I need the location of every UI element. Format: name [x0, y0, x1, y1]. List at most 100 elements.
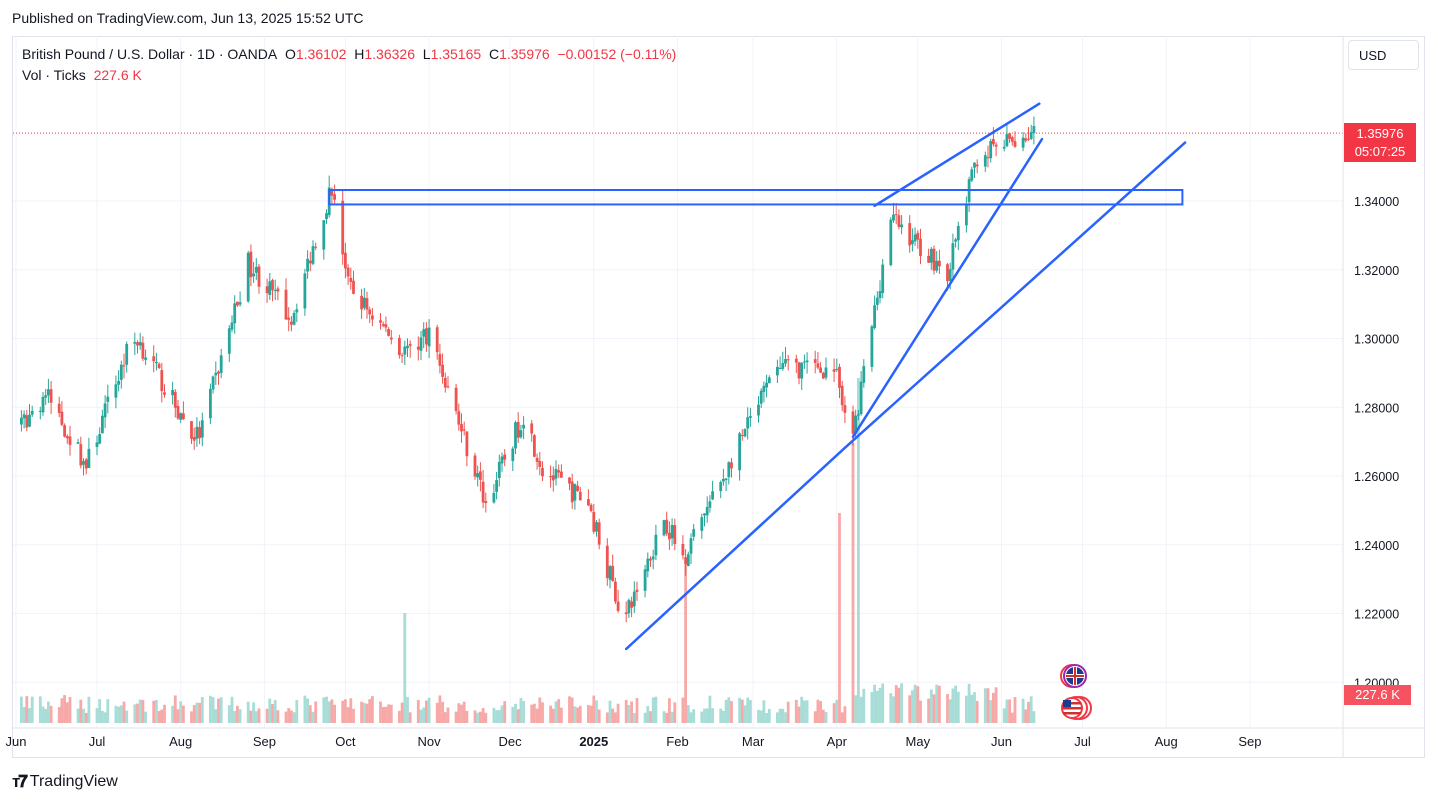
candle — [873, 295, 876, 330]
legend-ohlc-row: British Pound / U.S. Dollar · 1D · OANDA… — [22, 44, 676, 65]
volume-bar — [992, 692, 995, 723]
volume-bar — [1032, 711, 1036, 723]
volume-bar — [141, 699, 145, 723]
volume-bars — [20, 378, 1036, 723]
candle — [878, 280, 882, 304]
volume-bar — [587, 705, 590, 723]
volume-bar — [246, 701, 250, 723]
candle — [786, 354, 790, 371]
volume-bar — [422, 707, 426, 723]
volume-bar — [514, 703, 517, 723]
legend-volume-row: Vol · Ticks 227.6 K — [22, 65, 676, 86]
volume-bar — [479, 711, 482, 723]
candle — [730, 458, 733, 478]
y-tick-label: 1.22000 — [1354, 608, 1399, 622]
tradingview-logo[interactable]: ᴛ𝟕 TradingView — [12, 772, 118, 792]
candle — [570, 473, 574, 509]
candle — [824, 357, 828, 381]
volume-bar — [125, 710, 129, 723]
volume-bar — [929, 689, 933, 723]
candle — [60, 401, 64, 427]
candle — [511, 446, 515, 472]
candle — [875, 291, 879, 311]
candle — [30, 405, 34, 418]
candle — [689, 533, 693, 564]
volume-bar — [211, 697, 215, 723]
volume-bar — [87, 696, 91, 723]
candle — [44, 388, 48, 405]
trendline[interactable] — [624, 446, 847, 651]
volume-bar — [136, 703, 139, 723]
volume-label[interactable]: Vol · Ticks — [22, 67, 86, 83]
candle — [87, 437, 91, 469]
candle — [403, 340, 407, 366]
candle — [843, 396, 847, 424]
volume-bar — [897, 687, 901, 723]
candle — [970, 166, 974, 183]
support-zone[interactable] — [328, 189, 1184, 206]
candle — [624, 601, 628, 623]
volume-bar — [381, 706, 385, 723]
uk-flag-icon[interactable] — [1060, 664, 1087, 688]
volume-bar — [200, 697, 204, 723]
candle — [238, 291, 242, 307]
us-flag-icon[interactable] — [1061, 696, 1092, 720]
candle — [551, 466, 555, 492]
candle — [76, 438, 80, 444]
time-axis[interactable]: Jun Jul Aug Sep Oct Nov Dec 2025 Feb Mar Apr May Jun… — [6, 727, 1424, 749]
drawings[interactable] — [328, 102, 1187, 651]
volume-bar — [492, 707, 496, 723]
candle — [592, 503, 596, 535]
volume-bar — [257, 708, 261, 723]
volume-bar — [322, 697, 326, 723]
chart-frame — [12, 36, 1425, 758]
volume-bar — [646, 706, 650, 723]
candle — [627, 598, 631, 618]
volume-bar — [460, 704, 463, 723]
candle — [163, 384, 166, 398]
volume-bar — [951, 688, 955, 723]
candle — [503, 449, 507, 467]
volume-bar — [198, 702, 201, 723]
candle — [956, 221, 960, 251]
tradingview-logo-icon: ᴛ𝟕 — [12, 772, 28, 791]
volume-bar — [862, 688, 866, 723]
candle — [195, 417, 199, 447]
volume-bar — [273, 699, 277, 723]
x-tick-label: Jul — [89, 734, 106, 749]
candle — [821, 371, 825, 379]
volume-bar — [249, 710, 253, 723]
candle — [271, 278, 274, 302]
trendline[interactable] — [873, 102, 1041, 208]
volume-bar — [935, 684, 939, 723]
candle — [549, 465, 552, 488]
candle — [616, 589, 620, 613]
volume-bar — [573, 706, 577, 723]
symbol-title[interactable]: British Pound / U.S. Dollar · 1D · OANDA — [22, 46, 278, 62]
volume-bar — [630, 701, 633, 723]
volume-bar — [481, 708, 485, 723]
volume-bar — [303, 695, 307, 723]
candle — [114, 375, 118, 409]
volume-bar — [292, 712, 296, 723]
volume-bar — [362, 702, 366, 723]
y-tick-label: 1.34000 — [1354, 195, 1399, 209]
volume-bar — [835, 699, 839, 723]
candle — [22, 410, 26, 429]
currency-button[interactable]: USD — [1348, 40, 1419, 70]
candle — [630, 596, 633, 618]
trendline[interactable] — [851, 137, 1044, 439]
candle — [1010, 135, 1014, 146]
candle — [670, 518, 674, 546]
events-flags[interactable] — [1050, 662, 1096, 722]
trendline[interactable] — [843, 141, 1187, 450]
volume-bar — [1010, 712, 1014, 723]
volume-bar — [522, 700, 525, 723]
candle — [484, 492, 488, 513]
x-tick-label: Feb — [666, 734, 688, 749]
volume-bar — [1002, 708, 1006, 723]
candle — [767, 375, 771, 384]
volume-bar — [840, 712, 844, 723]
volume-bar — [465, 710, 469, 723]
